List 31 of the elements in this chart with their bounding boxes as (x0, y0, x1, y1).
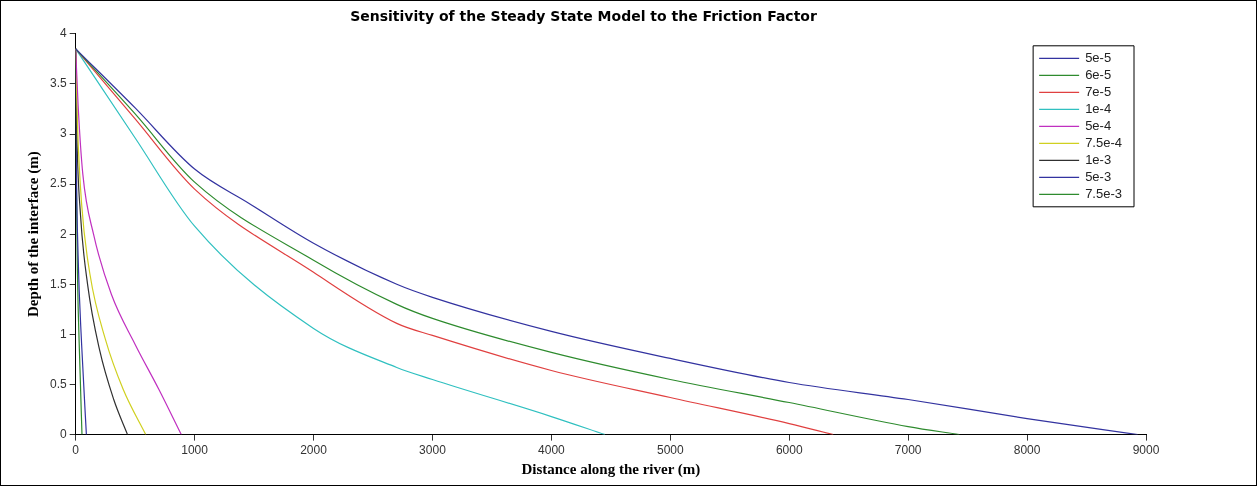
x-tick-label: 6000 (775, 443, 803, 458)
legend-label: 5e-3 (1085, 168, 1112, 184)
y-tick-label: 2 (59, 226, 67, 241)
y-tick-label: 0 (59, 426, 67, 441)
legend-label: 1e-3 (1085, 151, 1112, 167)
legend-label: 7e-5 (1085, 83, 1112, 99)
legend-label: 1e-4 (1085, 100, 1112, 116)
x-tick-label: 3000 (419, 443, 447, 458)
y-tick-label: 3.5 (49, 76, 67, 91)
x-tick-label: 5000 (656, 443, 684, 458)
x-tick-label: 1000 (181, 443, 209, 458)
legend-label: 5e-5 (1085, 49, 1112, 65)
y-tick-label: 0.5 (49, 376, 67, 391)
chart-title: Sensitivity of the Steady State Model to the Friction Factor (350, 8, 817, 25)
legend-label: 7.5e-3 (1085, 185, 1123, 201)
y-axis-title: Depth of the interface (m) (24, 151, 42, 318)
x-tick-label: 8000 (1013, 443, 1041, 458)
x-tick-label: 7000 (894, 443, 922, 458)
x-tick-label: 9000 (1132, 443, 1160, 458)
x-axis-title: Distance along the river (m) (521, 460, 701, 478)
legend-label: 6e-5 (1085, 66, 1112, 82)
x-tick-label: 4000 (538, 443, 566, 458)
y-tick-label: 1 (59, 326, 67, 341)
y-tick-label: 3 (59, 126, 67, 141)
y-tick-label: 2.5 (49, 176, 67, 191)
x-tick-label: 0 (72, 443, 80, 458)
y-tick-label: 1.5 (49, 276, 67, 291)
x-tick-label: 2000 (300, 443, 328, 458)
y-tick-label: 4 (59, 26, 67, 41)
legend-label: 5e-4 (1085, 117, 1112, 133)
legend-label: 7.5e-4 (1085, 134, 1123, 150)
